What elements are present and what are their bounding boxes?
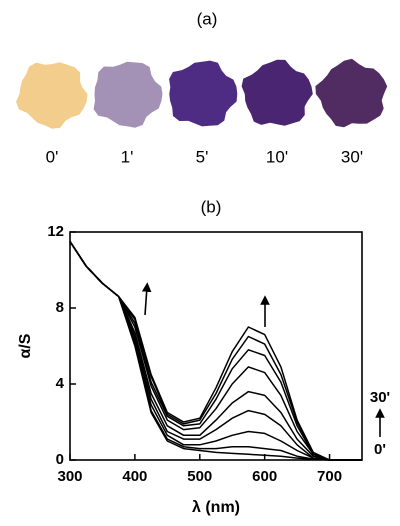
arrow — [141, 282, 152, 316]
sample-label: 0' — [46, 147, 59, 166]
spectrum-line — [69, 241, 362, 461]
annotation: 30' — [370, 389, 390, 406]
y-tick-label: 12 — [47, 223, 64, 240]
sample-label: 1' — [121, 147, 134, 166]
plot-frame — [69, 231, 363, 461]
y-tick-label: 8 — [56, 299, 64, 316]
spectrum-line — [69, 241, 362, 461]
spectrum-line — [69, 241, 362, 461]
spectrum-line — [69, 241, 362, 461]
y-tick-label: 4 — [56, 375, 65, 392]
sample-label: 10' — [266, 147, 288, 166]
spectrum-line — [69, 241, 362, 461]
sample-label: 5' — [196, 147, 209, 166]
y-tick-label: 0 — [56, 451, 64, 468]
spectrum-line — [69, 241, 362, 461]
x-tick-label: 300 — [57, 468, 82, 485]
spectrum-line — [69, 241, 362, 461]
x-tick-label: 600 — [252, 468, 277, 485]
sample-swatch — [169, 60, 238, 127]
annotation: 0' — [374, 441, 386, 458]
x-axis-label: λ (nm) — [192, 499, 240, 516]
y-axis-label: α/S — [17, 333, 34, 358]
panel-label: (b) — [201, 197, 222, 216]
x-tick-label: 700 — [317, 468, 342, 485]
x-tick-label: 500 — [187, 468, 212, 485]
sample-swatch — [16, 62, 88, 129]
x-tick-label: 400 — [122, 468, 147, 485]
spectrum-line — [69, 241, 362, 461]
panel-label: (a) — [197, 9, 218, 28]
sample-swatch — [315, 58, 388, 128]
sample-swatch — [93, 61, 163, 128]
sample-label: 30' — [341, 147, 363, 166]
spectrum-line — [69, 241, 362, 461]
sample-swatch — [241, 59, 313, 126]
